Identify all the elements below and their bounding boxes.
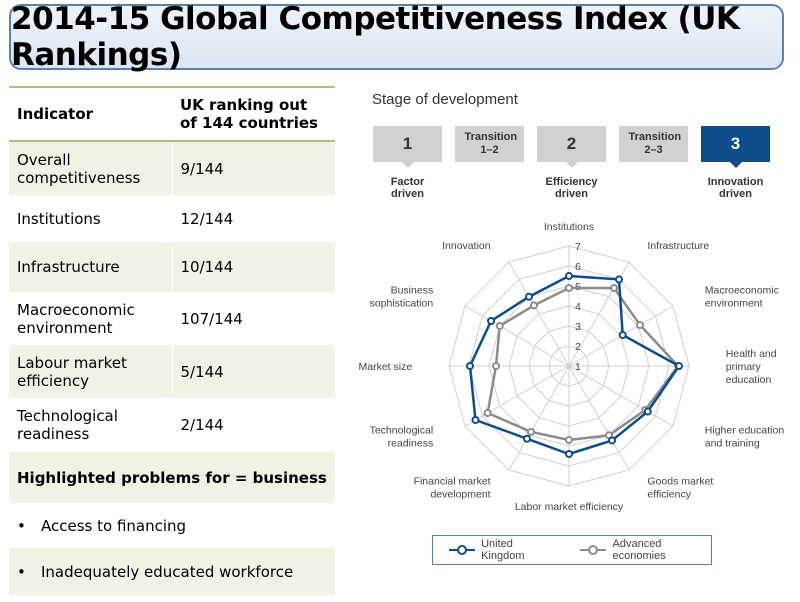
ranking-cell: 9/144 [180, 159, 224, 178]
grid-spoke [464, 365, 570, 427]
indicator-cell: Overall competitiveness [9, 141, 173, 195]
tick-label: 7 [575, 241, 581, 253]
data-point [487, 317, 496, 325]
stage-title: Stage of development [372, 91, 518, 108]
tick-label: 1 [575, 361, 581, 373]
stage-box-transition-2-3: Transition 2–3 [619, 126, 688, 162]
grid-spoke [568, 365, 674, 427]
stage-box-3: 3 [701, 126, 770, 168]
grid-spoke [508, 261, 570, 367]
stage-label: Transition 1–2 [464, 131, 518, 156]
axis-label: Health and primary education [726, 348, 777, 386]
problem-item: • Access to financing [9, 503, 335, 548]
indicator-cell: Technological readiness [9, 398, 173, 452]
ranking-cell: 5/144 [180, 362, 224, 381]
data-point [636, 321, 645, 329]
uk-legend-marker-icon [449, 545, 475, 555]
data-point [615, 275, 623, 284]
ranking-cell: 2/144 [180, 416, 224, 434]
problem-text: Access to financing [41, 516, 187, 535]
stage-label: 1 [402, 134, 413, 153]
tick-label: 2 [575, 341, 581, 353]
axis-label: Market size [359, 361, 413, 373]
table-row: Infrastructure 10/144 [9, 242, 335, 292]
stage-caption: Efficiency driven [545, 176, 598, 200]
page-title: 2014-15 Global Competitiveness Index (UK… [11, 1, 740, 73]
indicator-cell: Macroeconomic environment [9, 292, 173, 345]
problem-text: Inadequately educated workforce [41, 562, 294, 581]
ranking-cell: 10/144 [180, 258, 234, 276]
data-point [608, 436, 616, 445]
bullet-icon: • [17, 562, 26, 581]
data-point [565, 272, 573, 280]
data-point [492, 362, 500, 370]
data-point [675, 362, 683, 370]
legend-uk: United Kingdom [481, 538, 525, 562]
header-indicator: Indicator [17, 105, 94, 123]
indicator-cell: Labour market efficiency [9, 345, 173, 398]
problems-heading: Highlighted problems for = business [17, 468, 327, 487]
axis-label: Institutions [544, 221, 594, 233]
table-row: Institutions 12/144 [9, 195, 335, 242]
data-point [565, 450, 573, 458]
grid-spoke [464, 305, 570, 367]
stage-caption: Innovation driven [707, 176, 764, 200]
title-banner: 2014-15 Global Competitiveness Index (UK… [9, 1, 784, 73]
ranking-cell: 107/144 [180, 309, 243, 328]
advanced-legend-marker-icon [580, 545, 607, 555]
tick-label: 3 [575, 321, 581, 333]
problem-item: • Inadequately educated workforce [9, 548, 335, 595]
tick-label: 4 [575, 301, 581, 313]
data-point [523, 434, 531, 443]
axis-label: Higher education and training [705, 425, 785, 450]
indicator-cell: Infrastructure [9, 242, 173, 292]
axis-label: Technological readiness [370, 425, 434, 450]
stage-box-transition-1-2: Transition 1–2 [455, 126, 524, 162]
data-point [565, 436, 573, 444]
table-row: Technological readiness 2/144 [9, 398, 335, 452]
axis-label: Innovation [442, 240, 491, 252]
ranking-cell: 12/144 [180, 209, 234, 228]
grid-spoke [568, 365, 630, 471]
legend-advanced: Advanced economies [612, 538, 666, 562]
grid-spoke [508, 365, 570, 471]
stage-caption: Factor driven [390, 176, 425, 200]
axis-label: Macroeconomic environment [705, 285, 779, 310]
tick-label: 6 [575, 261, 581, 273]
axis-label: Infrastructure [647, 240, 709, 252]
data-point [495, 322, 504, 330]
indicator-cell: Institutions [9, 195, 173, 242]
data-point [483, 409, 492, 417]
stage-label: 2 [566, 134, 577, 153]
stage-box-1: 1 [373, 126, 442, 168]
data-point [530, 301, 538, 310]
axis-label: Goods market efficiency [647, 476, 713, 501]
data-point [471, 416, 480, 424]
data-point [466, 362, 474, 370]
axis-label: Business sophistication [370, 285, 434, 310]
data-point [610, 284, 618, 293]
table-row: Overall competitiveness 9/144 [9, 141, 335, 195]
chart-legend: United Kingdom Advanced economies [432, 535, 712, 565]
table-header-row: Indicator UK ranking out of 144 countrie… [9, 87, 335, 141]
axis-label: Labor market efficiency [515, 501, 624, 513]
stage-label: 3 [730, 134, 741, 153]
data-point [618, 331, 627, 339]
data-point [527, 427, 535, 436]
stage-box-2: 2 [537, 126, 606, 168]
header-ranking: UK ranking out of 144 countries [180, 96, 318, 132]
data-point [643, 407, 652, 416]
problems-heading-row: Highlighted problems for = business [9, 452, 335, 503]
series-line [486, 286, 680, 442]
table-row: Labour market efficiency 5/144 [9, 345, 335, 398]
rankings-table: Indicator UK ranking out of 144 countrie… [9, 86, 335, 595]
axis-label: Financial market development [414, 476, 491, 501]
bullet-icon: • [17, 516, 26, 535]
stage-label: Transition 2–3 [628, 131, 682, 156]
table-row: Macroeconomic environment 107/144 [9, 292, 335, 345]
data-point [565, 284, 573, 292]
data-point [525, 292, 533, 301]
